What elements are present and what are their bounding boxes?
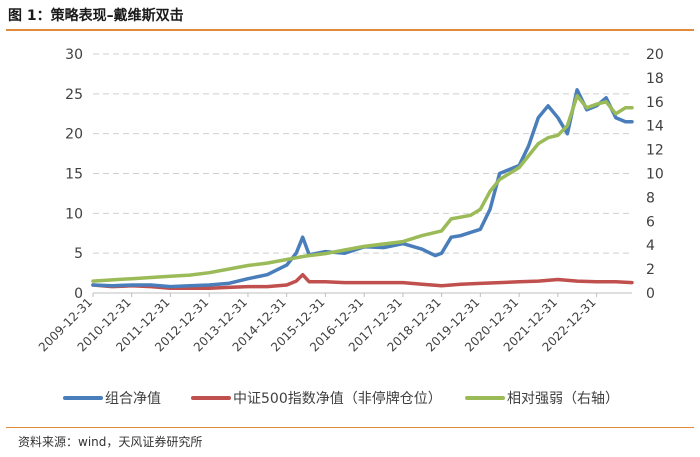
y-left-tick-label: 20 bbox=[65, 127, 83, 143]
series-lines bbox=[91, 88, 634, 290]
y-right-tick-label: 4 bbox=[646, 238, 655, 254]
gridlines bbox=[93, 53, 632, 254]
y-left-tick-label: 5 bbox=[74, 246, 83, 262]
series-line-0 bbox=[91, 88, 634, 289]
y-right-tick-label: 12 bbox=[646, 143, 664, 159]
y-right-tick-label: 16 bbox=[646, 95, 664, 111]
source-note: 资料来源：wind，天风证券研究所 bbox=[18, 435, 203, 449]
y-right-tick-label: 20 bbox=[646, 47, 664, 63]
y-left-tick-label: 30 bbox=[65, 47, 83, 63]
legend-label-0: 组合净值 bbox=[105, 391, 161, 407]
axes: 051015202530024681012141618202009-12-312… bbox=[36, 47, 664, 354]
y-left-tick-label: 25 bbox=[65, 87, 83, 103]
y-right-tick-label: 0 bbox=[646, 286, 655, 302]
legend-label-1: 中证500指数净值（非停牌仓位） bbox=[233, 390, 442, 407]
y-left-tick-label: 0 bbox=[74, 286, 83, 302]
y-right-tick-label: 18 bbox=[646, 71, 664, 87]
title-rule bbox=[6, 29, 694, 31]
y-right-tick-label: 8 bbox=[646, 190, 655, 206]
y-right-tick-label: 2 bbox=[646, 262, 655, 278]
source-rule bbox=[6, 427, 694, 428]
y-right-tick-label: 6 bbox=[646, 214, 655, 230]
legend-label-2: 相对强弱（右轴） bbox=[507, 391, 619, 407]
y-left-tick-label: 10 bbox=[65, 206, 83, 222]
legend: 组合净值 中证500指数净值（非停牌仓位） 相对强弱（右轴） bbox=[63, 390, 619, 407]
series-line-2 bbox=[91, 94, 634, 283]
y-left-tick-label: 15 bbox=[65, 167, 83, 183]
y-right-tick-label: 14 bbox=[646, 119, 664, 135]
y-right-tick-label: 10 bbox=[646, 167, 664, 183]
chart-title: 图 1：策略表现–戴维斯双击 bbox=[8, 8, 184, 24]
series-line-1 bbox=[91, 272, 634, 290]
